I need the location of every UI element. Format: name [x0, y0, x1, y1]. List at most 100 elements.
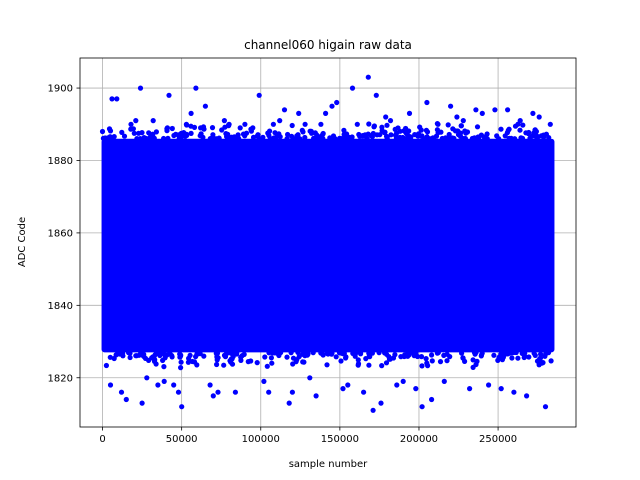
data-point — [383, 114, 389, 120]
data-points — [99, 74, 553, 413]
data-point — [171, 382, 177, 388]
band-edge-point — [339, 350, 345, 356]
band-edge-point — [381, 129, 387, 136]
data-point — [277, 118, 283, 124]
band-edge-point — [473, 361, 479, 368]
data-point — [473, 107, 479, 113]
band-edge-point — [506, 126, 512, 132]
data-point — [365, 74, 371, 80]
band-edge-point — [446, 131, 452, 138]
band-edge-point — [228, 356, 234, 362]
band-edge-point — [272, 130, 278, 136]
data-point — [307, 375, 313, 381]
band-edge-point — [131, 130, 137, 136]
y-tick-label: 1880 — [48, 156, 73, 167]
x-tick-label: 0 — [99, 434, 105, 445]
band-edge-point — [499, 350, 505, 356]
band-edge-point — [301, 351, 307, 357]
band-edge-point — [423, 356, 429, 362]
y-tick-label: 1820 — [48, 373, 73, 384]
band-edge-point — [349, 134, 355, 140]
band-edge-point — [470, 357, 476, 363]
band-edge-point — [269, 360, 275, 366]
band-edge-point — [424, 134, 430, 140]
band-edge-point — [498, 126, 504, 132]
band-edge-point — [388, 132, 394, 138]
data-point — [286, 400, 292, 406]
band-edge-point — [366, 353, 372, 359]
band-edge-point — [176, 135, 182, 141]
band-edge-point — [411, 353, 417, 359]
band-edge-point — [183, 131, 190, 137]
x-tick-label: 100000 — [242, 434, 280, 445]
band-edge-point — [238, 357, 244, 363]
data-point — [345, 382, 351, 388]
data-point — [530, 110, 536, 116]
band-edge-point — [429, 352, 435, 358]
band-edge-point — [248, 358, 254, 364]
data-point — [137, 85, 144, 91]
data-point — [467, 386, 473, 392]
band-edge-point — [141, 351, 147, 357]
data-point — [373, 92, 379, 98]
data-point — [179, 404, 185, 410]
band-edge-point — [241, 351, 247, 357]
band-edge-point — [383, 360, 390, 366]
band-edge-point — [221, 362, 227, 368]
band-edge-point — [338, 358, 344, 364]
band-edge-point — [459, 350, 465, 356]
band-edge-point — [386, 354, 392, 360]
chart-title: channel060 higain raw data — [244, 38, 412, 52]
band-edge-point — [533, 134, 539, 140]
band-edge-point — [337, 135, 343, 141]
band-edge-point — [471, 350, 478, 356]
band-edge-point — [130, 126, 136, 132]
data-point — [109, 96, 115, 102]
band-edge-point — [463, 130, 469, 136]
band-edge-point — [311, 135, 317, 141]
band-edge-point — [265, 130, 271, 136]
y-axis-label: ADC Code — [17, 217, 28, 267]
band-edge-point — [458, 123, 464, 129]
band-edge-point — [100, 135, 106, 141]
data-point — [313, 393, 319, 399]
data-point — [198, 125, 204, 131]
band-edge-point — [379, 363, 385, 369]
band-edge-point — [542, 353, 548, 359]
band-edge-point — [474, 124, 481, 130]
data-point — [221, 118, 227, 124]
band-edge-point — [136, 352, 142, 358]
band-edge-point — [153, 129, 159, 135]
band-edge-point — [293, 359, 299, 365]
band-edge-point — [161, 364, 167, 370]
band-edge-point — [383, 133, 390, 139]
data-point — [340, 386, 346, 392]
data-point — [232, 389, 238, 395]
data-point — [419, 404, 425, 410]
data-point — [202, 103, 208, 109]
data-point — [334, 99, 340, 106]
band-edge-point — [256, 136, 263, 142]
data-point — [270, 121, 276, 127]
data-point — [256, 92, 262, 98]
data-point — [536, 114, 542, 120]
band-edge-point — [120, 350, 126, 356]
band-edge-point — [537, 356, 543, 362]
band-edge-point — [515, 355, 521, 361]
band-edge-point — [191, 359, 198, 365]
band-edge-point — [491, 352, 497, 358]
band-edge-point — [471, 135, 478, 141]
band-edge-point — [273, 134, 279, 140]
data-point — [207, 382, 213, 388]
data-point — [505, 107, 511, 113]
band-edge-point — [216, 135, 222, 141]
band-edge-point — [188, 123, 194, 129]
data-point — [448, 103, 454, 109]
band-edge-point — [371, 123, 377, 129]
x-tick-label: 150000 — [321, 434, 359, 445]
band-edge-point — [127, 350, 133, 356]
data-point — [441, 378, 447, 384]
y-tick-label: 1900 — [48, 84, 73, 95]
band-edge-point — [444, 358, 450, 364]
